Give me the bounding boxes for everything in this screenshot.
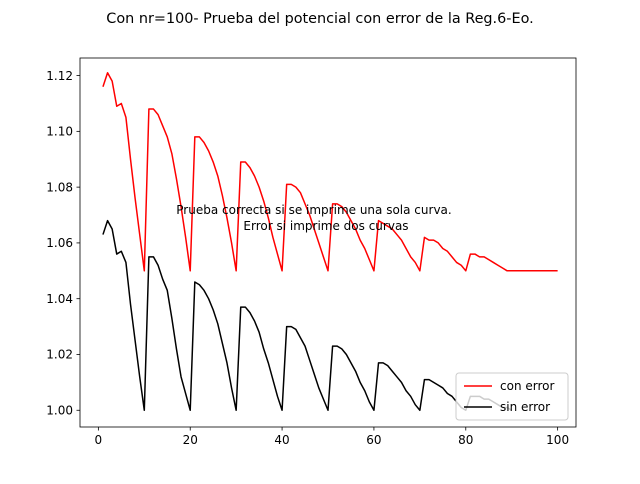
y-tick-label: 1.08 xyxy=(46,180,73,194)
ticks-layer: 0 20 40 60 80 100 1.00 1.02 1.04 1.06 1.08 1.10 1.12 xyxy=(46,69,569,447)
x-tick-label: 60 xyxy=(366,433,381,447)
x-tick-label: 20 xyxy=(183,433,198,447)
annotation-line-2: Error si imprime dos curvas xyxy=(243,219,408,233)
legend-label-con-error: con error xyxy=(500,379,554,393)
series-line-sin-error xyxy=(102,219,513,412)
legend-box xyxy=(455,372,569,421)
y-tick-label: 1.06 xyxy=(46,236,73,250)
x-tick-label: 80 xyxy=(458,433,473,447)
x-tick-label: 40 xyxy=(274,433,289,447)
x-tick-label: 100 xyxy=(546,433,569,447)
annotation-line-1: Prueba correcta si se imprime una sola c… xyxy=(176,203,451,217)
legend-label-sin-error: sin error xyxy=(500,400,550,414)
y-tick-label: 1.10 xyxy=(46,125,73,139)
y-tick-label: 1.12 xyxy=(46,69,73,83)
chart-title: Con nr=100- Prueba del potencial con err… xyxy=(106,11,533,27)
y-tick-label: 1.02 xyxy=(46,348,73,362)
plot-frame xyxy=(79,57,577,428)
series-layer xyxy=(102,72,558,412)
plot-background xyxy=(80,58,576,427)
y-tick-label: 1.00 xyxy=(46,403,73,417)
legend: con error sin error xyxy=(455,372,569,421)
y-tick-label: 1.04 xyxy=(46,292,73,306)
series-line-con-error xyxy=(102,72,558,272)
x-tick-label: 0 xyxy=(95,433,103,447)
